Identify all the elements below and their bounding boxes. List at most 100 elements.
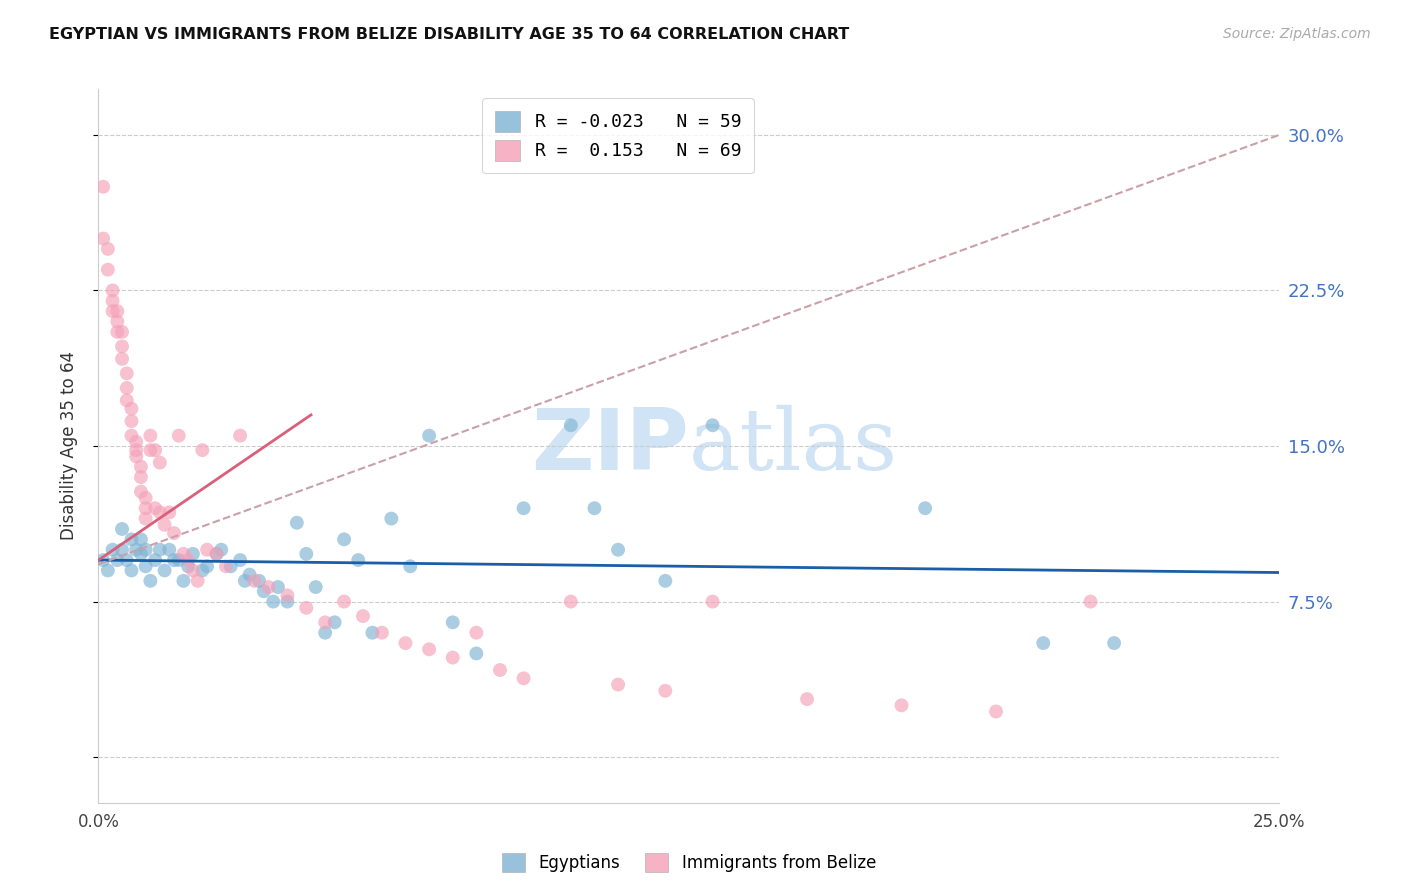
Point: [267, 580, 290, 594]
Point: [115, 553, 138, 567]
Point: [129, 459, 152, 474]
Point: [418, 642, 440, 657]
Point: [276, 588, 298, 602]
Point: [135, 511, 157, 525]
Point: [654, 574, 676, 588]
Point: [239, 567, 262, 582]
Point: [205, 547, 228, 561]
Point: [1080, 594, 1102, 608]
Point: [101, 284, 124, 298]
Point: [125, 434, 148, 449]
Point: [187, 574, 209, 588]
Point: [361, 625, 384, 640]
Point: [276, 594, 298, 608]
Point: [157, 505, 180, 519]
Point: [149, 456, 172, 470]
Point: [583, 501, 606, 516]
Point: [121, 401, 143, 416]
Point: [195, 559, 218, 574]
Point: [105, 553, 128, 567]
Point: [177, 553, 200, 567]
Point: [465, 625, 488, 640]
Point: [121, 564, 143, 578]
Point: [129, 470, 152, 484]
Point: [890, 698, 912, 713]
Point: [219, 559, 242, 574]
Point: [702, 418, 724, 433]
Point: [111, 351, 134, 366]
Point: [394, 636, 416, 650]
Point: [111, 339, 134, 353]
Text: EGYPTIAN VS IMMIGRANTS FROM BELIZE DISABILITY AGE 35 TO 64 CORRELATION CHART: EGYPTIAN VS IMMIGRANTS FROM BELIZE DISAB…: [49, 27, 849, 42]
Point: [129, 484, 152, 499]
Point: [101, 304, 124, 318]
Point: [295, 547, 318, 561]
Point: [111, 542, 134, 557]
Point: [97, 564, 120, 578]
Point: [121, 428, 143, 442]
Point: [143, 501, 166, 516]
Point: [97, 262, 120, 277]
Point: [418, 428, 440, 442]
Point: [135, 501, 157, 516]
Point: [285, 516, 308, 530]
Point: [129, 547, 152, 561]
Y-axis label: Disability Age 35 to 64: Disability Age 35 to 64: [59, 351, 77, 541]
Point: [135, 559, 157, 574]
Point: [105, 304, 128, 318]
Point: [441, 650, 464, 665]
Point: [215, 559, 238, 574]
Point: [465, 647, 488, 661]
Point: [111, 325, 134, 339]
Point: [181, 564, 204, 578]
Point: [512, 671, 534, 685]
Point: [135, 491, 157, 505]
Text: atlas: atlas: [689, 404, 898, 488]
Point: [163, 553, 186, 567]
Point: [191, 443, 214, 458]
Point: [177, 559, 200, 574]
Point: [1102, 636, 1125, 650]
Point: [143, 553, 166, 567]
Legend: Egyptians, Immigrants from Belize: Egyptians, Immigrants from Belize: [494, 844, 884, 880]
Point: [139, 574, 162, 588]
Point: [105, 325, 128, 339]
Point: [323, 615, 346, 630]
Point: [333, 594, 356, 608]
Point: [115, 393, 138, 408]
Point: [115, 381, 138, 395]
Point: [143, 443, 166, 458]
Point: [129, 533, 152, 547]
Point: [257, 580, 280, 594]
Point: [181, 547, 204, 561]
Point: [153, 564, 176, 578]
Point: [167, 553, 190, 567]
Point: [984, 705, 1007, 719]
Point: [121, 414, 143, 428]
Point: [101, 293, 124, 308]
Point: [607, 542, 630, 557]
Point: [314, 615, 336, 630]
Text: ZIP: ZIP: [531, 404, 689, 488]
Point: [489, 663, 512, 677]
Point: [229, 553, 252, 567]
Point: [91, 553, 114, 567]
Point: [91, 231, 114, 245]
Point: [352, 609, 374, 624]
Point: [233, 574, 256, 588]
Point: [399, 559, 422, 574]
Point: [172, 547, 194, 561]
Point: [654, 683, 676, 698]
Point: [512, 501, 534, 516]
Point: [209, 542, 232, 557]
Point: [91, 179, 114, 194]
Point: [333, 533, 356, 547]
Point: [441, 615, 464, 630]
Point: [205, 547, 228, 561]
Point: [111, 522, 134, 536]
Point: [314, 625, 336, 640]
Point: [139, 428, 162, 442]
Point: [305, 580, 328, 594]
Point: [135, 542, 157, 557]
Point: [125, 542, 148, 557]
